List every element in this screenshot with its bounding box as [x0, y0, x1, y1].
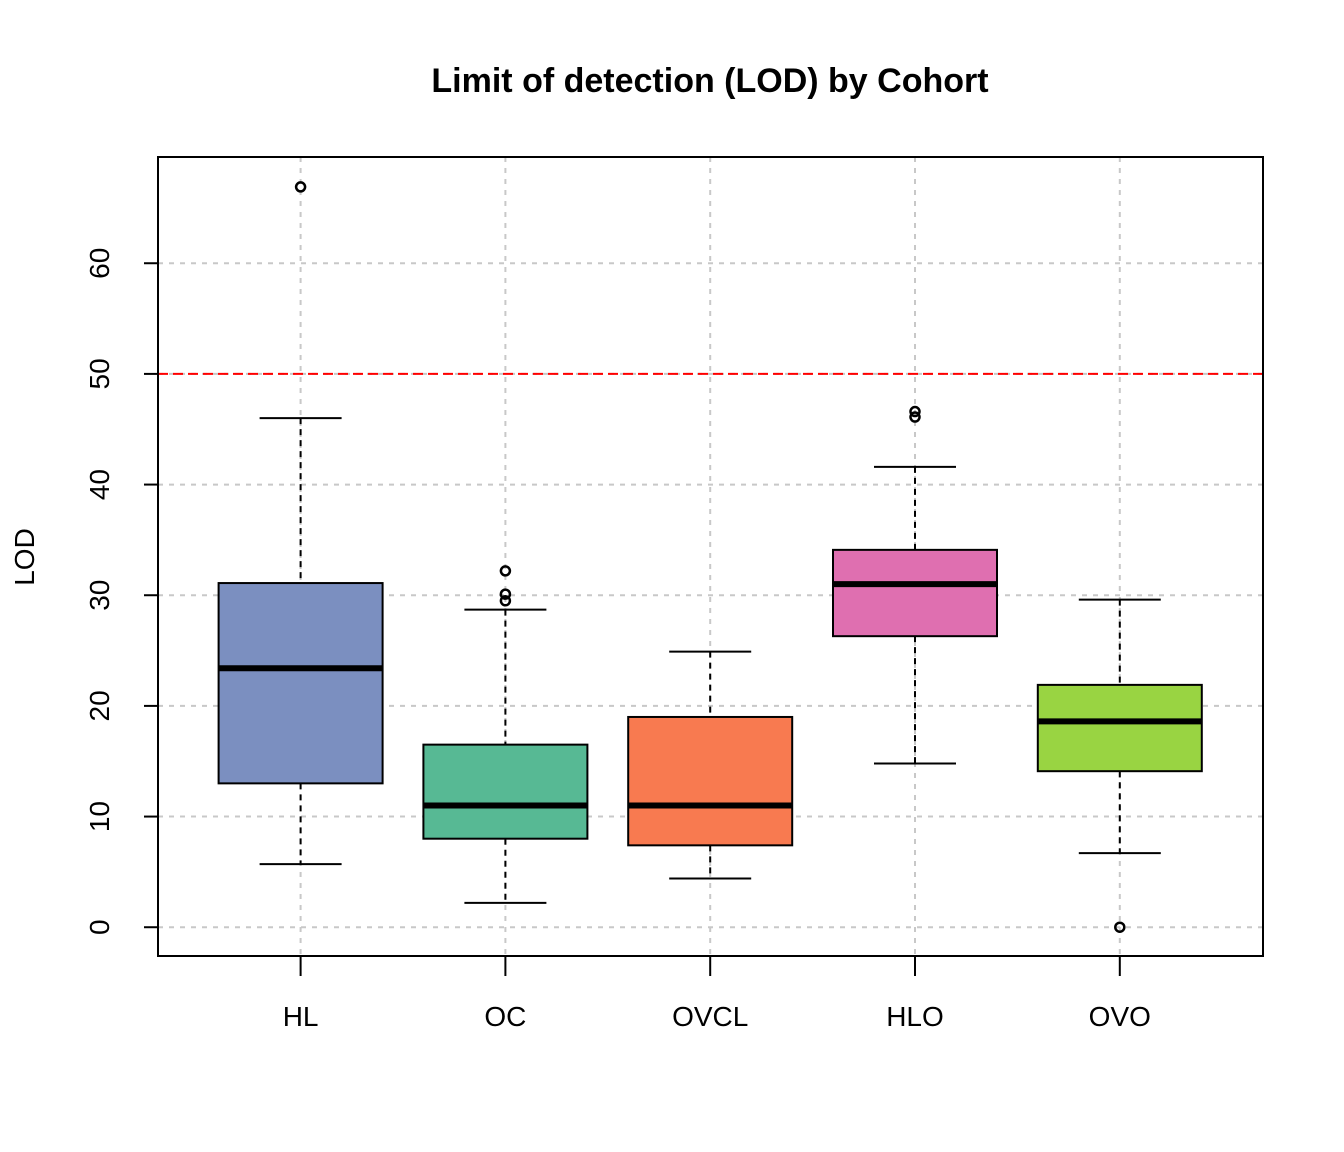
- x-tick-label-oc: OC: [484, 1001, 526, 1032]
- y-tick-label-0: 0: [84, 919, 115, 935]
- outlier-hlo-0: [909, 411, 921, 423]
- x-tick-label-ovo: OVO: [1089, 1001, 1151, 1032]
- y-tick-label-30: 30: [84, 580, 115, 611]
- y-tick-label-60: 60: [84, 248, 115, 279]
- y-tick-label-40: 40: [84, 469, 115, 500]
- boxes: [217, 181, 1203, 933]
- y-tick-label-10: 10: [84, 801, 115, 832]
- outlier-oc-2: [499, 565, 512, 577]
- x-tick-label-ovcl: OVCL: [672, 1001, 748, 1032]
- y-tick-label-20: 20: [84, 690, 115, 721]
- y-axis-label: LOD: [9, 528, 40, 586]
- x-tick-label-hlo: HLO: [886, 1001, 944, 1032]
- chart-title: Limit of detection (LOD) by Cohort: [431, 62, 988, 100]
- box-ovcl: [627, 650, 794, 880]
- iqr-box-oc: [422, 743, 589, 840]
- y-tick-label-50: 50: [84, 358, 115, 389]
- box-oc: [422, 565, 589, 904]
- outlier-oc-1: [499, 588, 512, 600]
- iqr-box-ovo: [1036, 683, 1203, 773]
- iqr-box-hlo: [832, 548, 998, 638]
- outlier-hl-0: [294, 181, 307, 193]
- outlier-hlo-1: [909, 405, 921, 418]
- box-hlo: [832, 405, 998, 765]
- axes: 0 10 20 30 40 50 60 HL OC OVCL HLO OVO: [84, 248, 1151, 1032]
- box-hl: [217, 181, 384, 866]
- box-ovo: [1036, 598, 1203, 933]
- x-tick-label-hl: HL: [283, 1001, 319, 1032]
- plot-frame: [157, 156, 1264, 957]
- outlier-oc-0: [499, 595, 512, 607]
- iqr-box-hl: [217, 582, 384, 785]
- outlier-ovo-0: [1114, 921, 1126, 933]
- iqr-box-ovcl: [627, 715, 794, 847]
